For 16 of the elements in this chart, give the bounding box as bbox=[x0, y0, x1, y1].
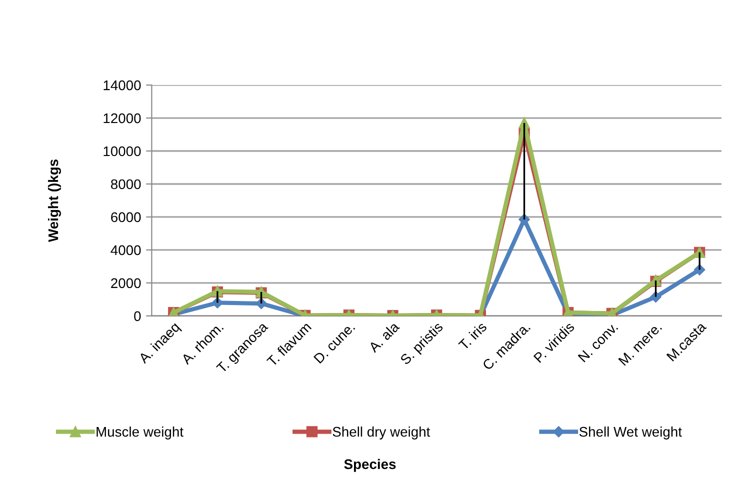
text: Species bbox=[344, 458, 396, 472]
legend-label: Muscle weight bbox=[96, 426, 184, 440]
legend-label: Shell Wet weight bbox=[579, 426, 682, 440]
y-tick-label: 8000 bbox=[110, 179, 141, 190]
x-tick-label: D. cune. bbox=[314, 322, 356, 364]
y-tick-label: 14000 bbox=[104, 80, 141, 90]
y-tick-label: 2000 bbox=[111, 278, 141, 288]
x-tick-label: A. ala bbox=[368, 320, 400, 354]
y-tick-label: 6000 bbox=[111, 212, 141, 222]
y-tick-label: 10000 bbox=[104, 146, 141, 156]
x-tick-label: T. iris bbox=[458, 321, 488, 351]
y-tick-label: 12000 bbox=[104, 113, 141, 124]
y-axis-title: Weight ()kgs bbox=[48, 160, 61, 242]
y-tick-label: 0 bbox=[134, 311, 141, 322]
y-tick-label: 4000 bbox=[110, 245, 141, 256]
legend-label: Shell dry weight bbox=[332, 426, 430, 440]
